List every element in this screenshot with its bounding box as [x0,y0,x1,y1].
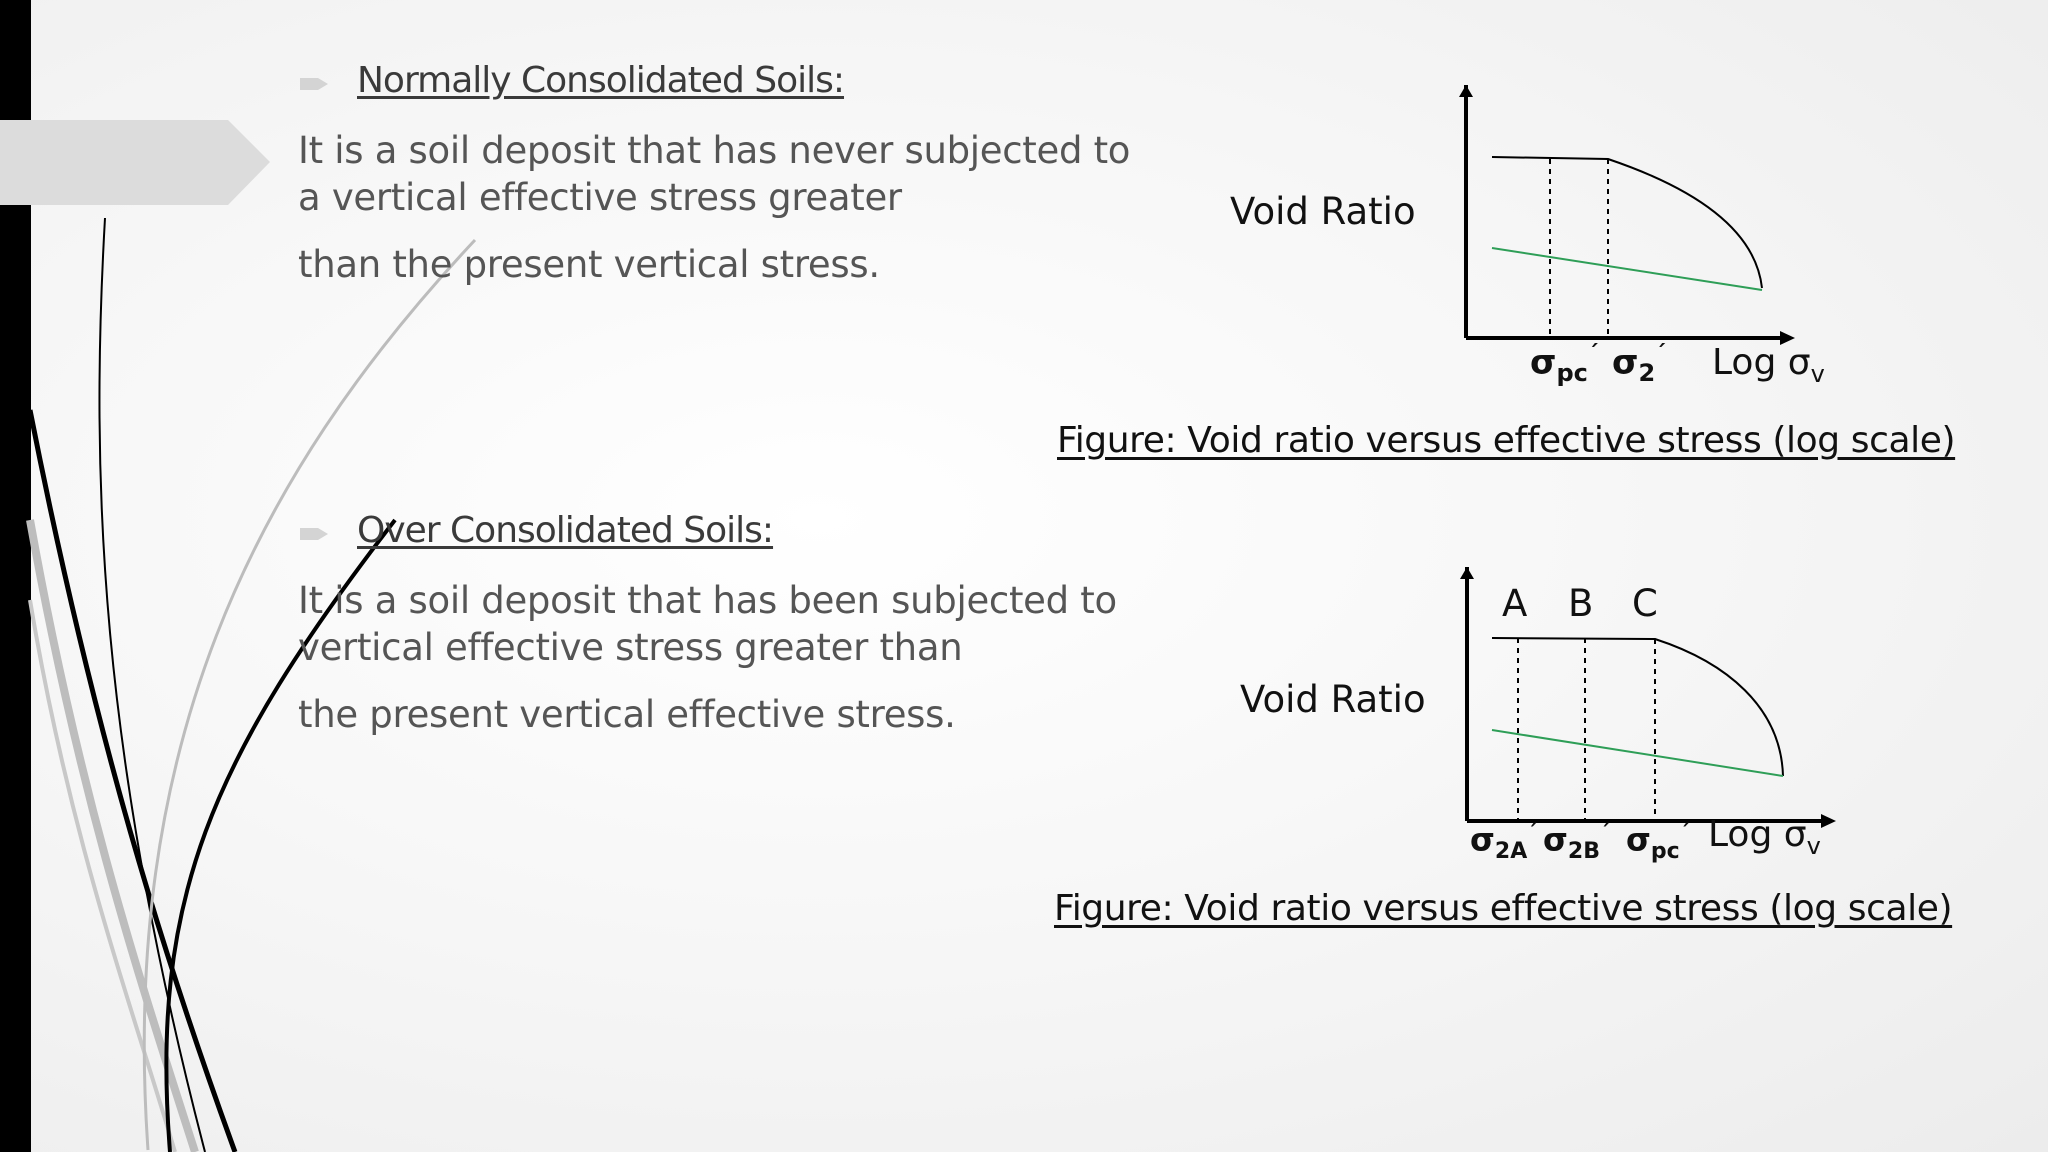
section2-text-line3: the present vertical effective stress. [298,693,956,736]
figure2-tick-sigma-2b: σ2B´ [1543,820,1610,865]
arrow-bullet-icon [300,528,328,540]
figure2-virgin-curve [1491,637,1784,777]
figure1-void-ratio-diagram [1459,85,1795,345]
section1-text-line2: a vertical effective stress greater [298,176,902,219]
figure2-tick-sigma-2a: σ2A´ [1470,820,1538,865]
figure2-axes [1460,567,1836,828]
figure2-y-axis-label: Void Ratio [1240,678,1426,721]
arrow-bullet-icon [300,78,328,90]
figure1-tick-sigma-pc: σpc´ [1530,342,1599,388]
section1-text-line3: than the present vertical stress. [298,243,880,286]
section1-text-line1: It is a soil deposit that has never subj… [298,129,1131,172]
figure2-caption: Figure: Void ratio versus effective stre… [1054,888,1953,929]
figure1-green-line [1491,247,1763,291]
figure1-y-axis-label: Void Ratio [1230,190,1416,233]
figure1-x-axis-label: Log σv [1712,342,1825,389]
section2-text-line2: vertical effective stress greater than [298,626,963,669]
figure1-tick-sigma-2: σ2´ [1612,342,1667,388]
figure2-label-c: C [1632,582,1658,625]
figure1-virgin-curve [1491,156,1763,289]
figure2-void-ratio-diagram [1460,567,1836,828]
figure2-label-b: B [1568,582,1594,625]
title-tab-shape [0,120,270,205]
heading-normally-consolidated: Normally Consolidated Soils: [357,60,845,101]
figure2-tick-sigma-pc: σpc´ [1626,820,1690,865]
figure1-caption: Figure: Void ratio versus effective stre… [1057,420,1956,461]
figure2-green-line [1491,729,1784,777]
heading-over-consolidated: Over Consolidated Soils: [357,510,774,551]
figure2-x-axis-label: Log σv [1708,814,1821,861]
figure2-label-a: A [1502,582,1528,625]
figure1-axes [1459,85,1795,345]
section2-text-line1: It is a soil deposit that has been subje… [298,579,1117,622]
